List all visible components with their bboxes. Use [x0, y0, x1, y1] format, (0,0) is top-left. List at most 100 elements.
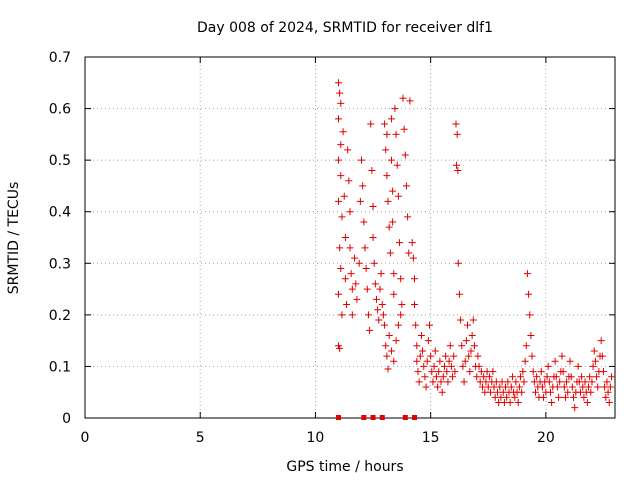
- data-point: [467, 347, 475, 355]
- data-point: [377, 270, 385, 278]
- y-axis-label: SRMTID / TECUs: [6, 182, 22, 295]
- data-point: [546, 388, 554, 396]
- data-point: [466, 368, 474, 376]
- data-point: [411, 301, 419, 309]
- data-point: [397, 275, 405, 283]
- data-point: [382, 342, 390, 350]
- data-point: [348, 311, 356, 319]
- data-point: [597, 337, 605, 345]
- data-point: [608, 373, 616, 381]
- data-point: [334, 290, 342, 298]
- baseline-marker: [370, 415, 376, 420]
- data-point: [337, 264, 345, 272]
- data-point: [378, 301, 386, 309]
- data-point: [580, 393, 588, 401]
- data-point: [390, 357, 398, 365]
- data-point: [586, 373, 594, 381]
- data-point: [394, 321, 402, 329]
- data-point: [442, 352, 450, 360]
- data-point: [408, 239, 416, 247]
- data-point: [511, 393, 519, 401]
- data-point: [384, 365, 392, 373]
- data-point: [574, 362, 582, 370]
- data-point: [337, 99, 345, 107]
- data-point: [336, 89, 344, 97]
- data-point: [338, 311, 346, 319]
- data-point: [431, 347, 439, 355]
- data-point: [507, 383, 515, 391]
- data-point: [420, 362, 428, 370]
- data-point: [345, 177, 353, 185]
- data-point: [402, 182, 410, 190]
- baseline-marker: [412, 415, 418, 420]
- data-point: [445, 357, 453, 365]
- data-point: [457, 316, 465, 324]
- data-point: [362, 264, 370, 272]
- data-point: [383, 172, 391, 180]
- data-point: [422, 383, 430, 391]
- data-point: [437, 378, 445, 386]
- data-point: [387, 156, 395, 164]
- data-point: [383, 352, 391, 360]
- data-point: [346, 244, 354, 252]
- data-point: [552, 373, 560, 381]
- x-tick-label: 5: [196, 430, 205, 446]
- data-point: [369, 203, 377, 211]
- data-point: [525, 290, 533, 298]
- data-point: [518, 388, 526, 396]
- data-point: [515, 383, 523, 391]
- data-point: [414, 368, 422, 376]
- data-point: [454, 166, 462, 174]
- data-point: [455, 290, 463, 298]
- data-point: [370, 259, 378, 267]
- data-point: [405, 249, 413, 257]
- data-point: [514, 399, 522, 407]
- data-point: [468, 331, 476, 339]
- data-point: [464, 321, 472, 329]
- data-point: [376, 285, 384, 293]
- data-point: [387, 115, 395, 123]
- data-point: [387, 347, 395, 355]
- data-point: [355, 259, 363, 267]
- data-point: [506, 399, 514, 407]
- y-tick-label: 0.5: [49, 153, 71, 169]
- data-point: [404, 213, 412, 221]
- data-point: [371, 280, 379, 288]
- data-point: [474, 352, 482, 360]
- data-point: [334, 79, 342, 87]
- data-point: [538, 383, 546, 391]
- data-point: [545, 378, 553, 386]
- baseline-marker: [402, 415, 408, 420]
- data-point: [393, 161, 401, 169]
- data-point: [340, 192, 348, 200]
- data-point: [452, 120, 460, 128]
- data-point: [440, 362, 448, 370]
- data-point: [434, 383, 442, 391]
- data-point: [454, 259, 462, 267]
- data-point: [504, 378, 512, 386]
- data-point: [528, 352, 536, 360]
- data-point: [429, 378, 437, 386]
- data-point: [599, 368, 607, 376]
- data-point: [594, 383, 602, 391]
- y-axis: 0 0.1 0.2 0.3 0.4 0.5 0.6 0.7: [49, 50, 615, 427]
- data-point: [560, 383, 568, 391]
- data-point: [458, 342, 466, 350]
- data-point: [406, 97, 414, 105]
- data-point: [375, 316, 383, 324]
- data-point: [430, 362, 438, 370]
- data-point: [449, 373, 457, 381]
- y-tick-label: 0.1: [49, 359, 71, 375]
- data-point: [381, 120, 389, 128]
- data-point: [334, 197, 342, 205]
- data-point: [587, 388, 595, 396]
- baseline-marker: [379, 415, 385, 420]
- data-point: [389, 187, 397, 195]
- data-point: [336, 244, 344, 252]
- data-point: [364, 311, 372, 319]
- data-point: [413, 357, 421, 365]
- data-point: [397, 311, 405, 319]
- data-point: [556, 378, 564, 386]
- data-point: [334, 156, 342, 164]
- data-point: [384, 197, 392, 205]
